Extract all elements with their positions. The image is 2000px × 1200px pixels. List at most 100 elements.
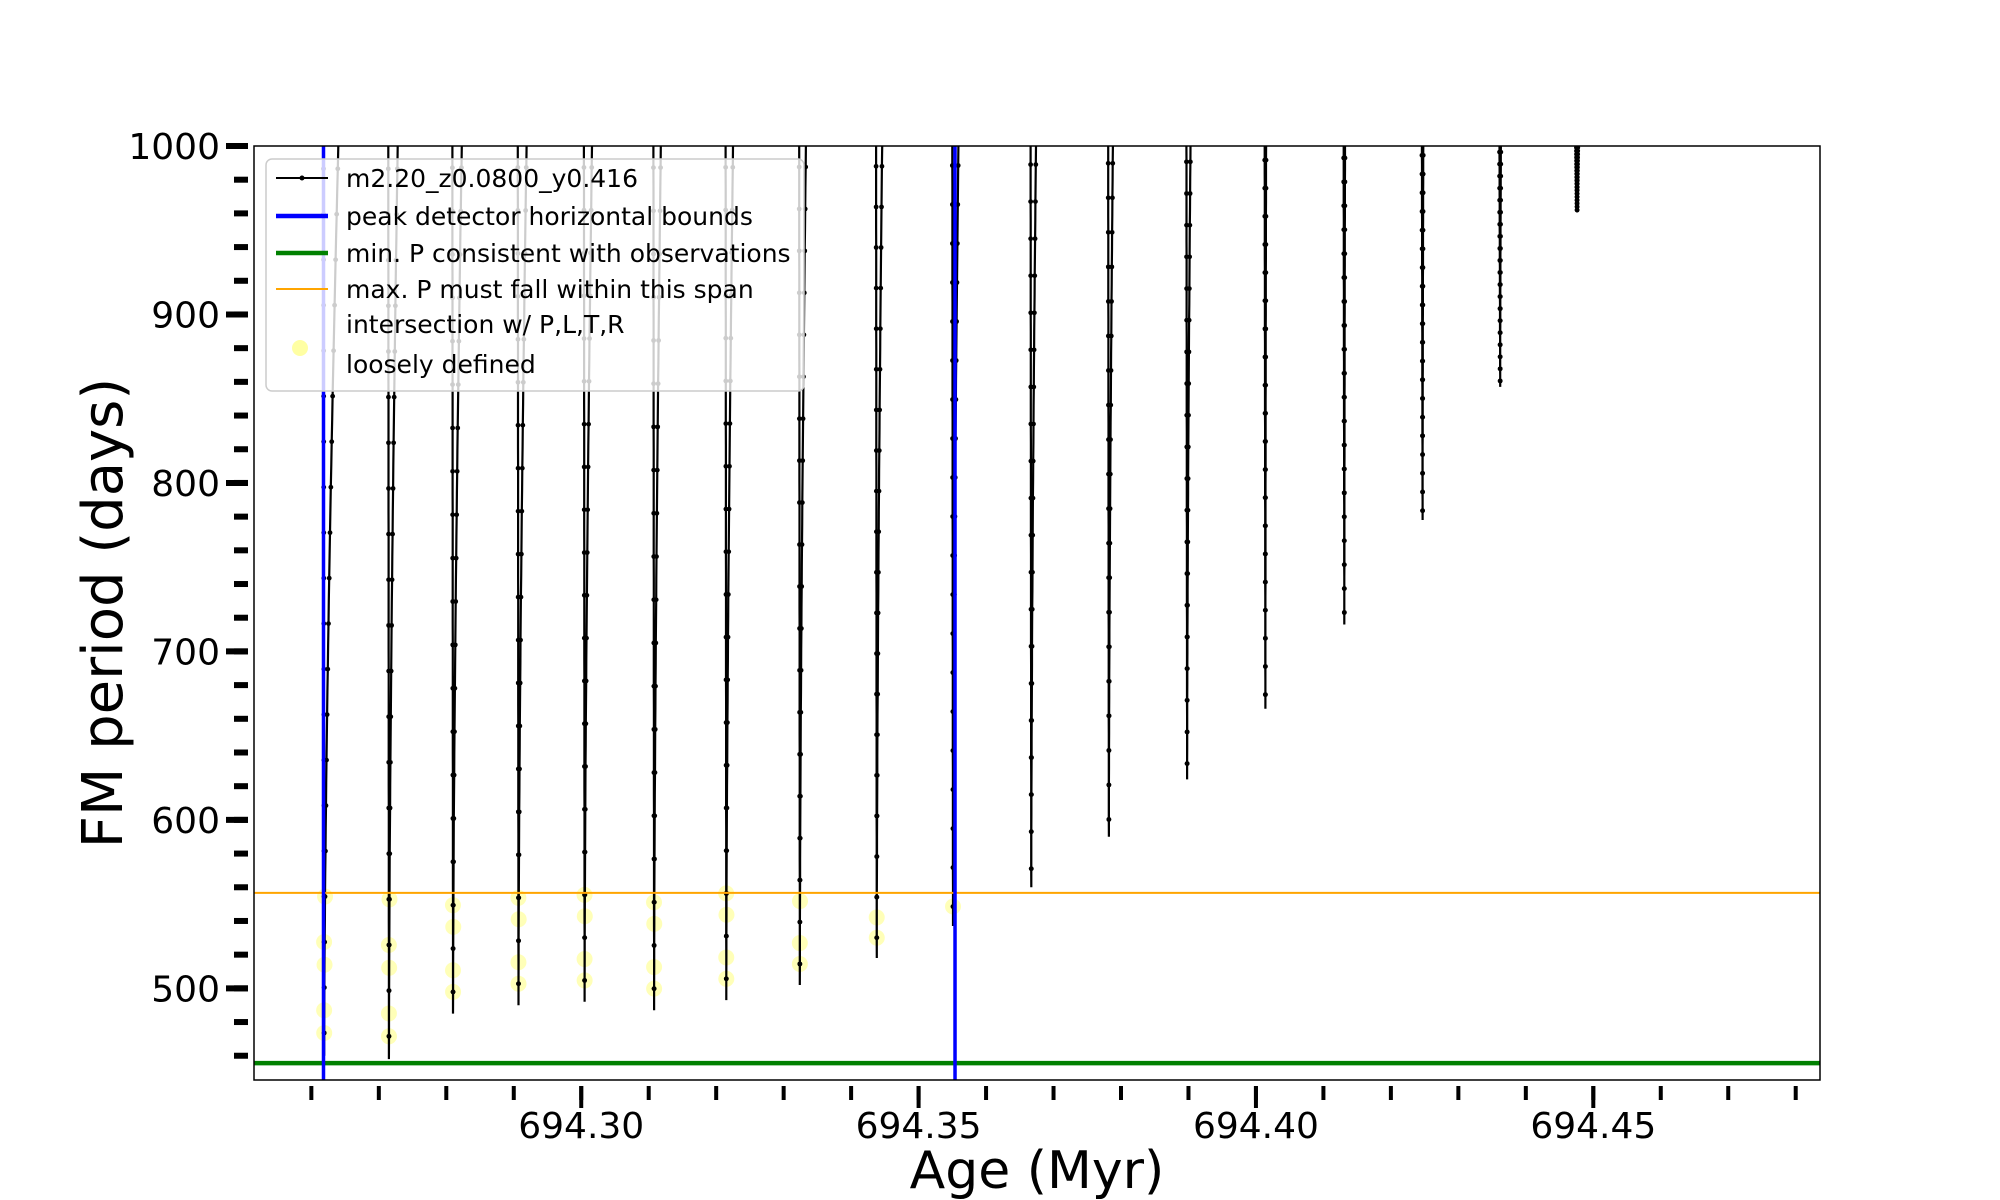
data-point: [450, 946, 456, 951]
data-point: [727, 421, 733, 426]
data-point: [726, 506, 732, 512]
data-point: [651, 467, 657, 473]
data-point: [1184, 729, 1190, 735]
data-point: [1263, 523, 1268, 529]
data-point: [1341, 562, 1347, 568]
data-point: [386, 942, 392, 948]
data-point: [517, 766, 522, 772]
data-point: [874, 813, 880, 819]
data-point: [1497, 270, 1503, 275]
data-point: [879, 163, 885, 169]
data-point: [723, 421, 729, 426]
data-point: [581, 421, 587, 427]
data-point: [804, 76, 809, 81]
data-point: [1108, 368, 1114, 373]
data-point: [1031, 421, 1036, 427]
data-point: [1420, 433, 1426, 439]
y-tick-label: 600: [151, 801, 220, 842]
data-point: [797, 919, 803, 925]
series-spike-7: [724, 146, 735, 1001]
data-point: [452, 685, 458, 691]
data-point: [1497, 330, 1503, 336]
data-point: [1033, 199, 1038, 204]
data-point: [1106, 713, 1112, 719]
data-point: [583, 678, 589, 684]
data-point: [1342, 323, 1348, 328]
data-point: [1185, 602, 1190, 608]
data-point: [337, 76, 342, 81]
data-point: [1184, 222, 1189, 228]
data-point: [515, 422, 521, 428]
data-point: [516, 895, 522, 901]
series-spike-17: [1498, 146, 1503, 387]
data-point: [1498, 221, 1503, 227]
plot-frame: [253, 145, 1821, 1081]
data-point: [1497, 366, 1503, 372]
data-point: [1031, 384, 1037, 390]
data-point: [724, 933, 729, 939]
data-point: [873, 407, 879, 413]
data-point: [1497, 282, 1503, 287]
data-point: [1262, 664, 1268, 669]
data-point: [797, 76, 802, 81]
y-tick-label: 1000: [128, 127, 220, 168]
data-point: [874, 772, 880, 778]
data-point: [1498, 185, 1504, 191]
data-point: [875, 610, 881, 616]
data-point: [1107, 575, 1113, 581]
data-point: [874, 935, 880, 941]
data-point: [723, 76, 728, 81]
data-point: [1498, 258, 1503, 263]
data-point: [651, 424, 657, 430]
data-point: [1029, 718, 1035, 723]
data-point: [873, 326, 879, 332]
data-point: [874, 76, 879, 81]
data-point: [1263, 270, 1269, 276]
legend-label: min. P consistent with observations: [346, 239, 791, 268]
data-point: [1186, 412, 1191, 418]
data-point: [876, 488, 882, 494]
data-point: [1263, 439, 1268, 444]
data-point: [450, 425, 455, 431]
data-point: [723, 976, 729, 982]
data-point: [724, 762, 730, 768]
data-point: [389, 622, 395, 628]
data-point: [525, 76, 530, 81]
data-point: [584, 635, 589, 641]
legend-box: [265, 158, 805, 392]
data-point: [799, 500, 805, 505]
data-point: [875, 691, 881, 697]
data-point: [653, 683, 658, 689]
data-point: [1106, 644, 1112, 650]
data-point: [799, 584, 805, 589]
data-point: [1028, 236, 1034, 242]
data-point: [1186, 381, 1192, 386]
data-point: [582, 76, 587, 81]
series-spike-15: [1342, 146, 1347, 625]
data-point: [1263, 635, 1268, 641]
y-tick-label: 900: [151, 295, 220, 336]
data-point: [1497, 342, 1503, 348]
data-point: [391, 394, 397, 400]
data-point: [1341, 76, 1346, 81]
series-spike-5: [582, 146, 594, 1002]
data-point: [1420, 470, 1426, 476]
data-point: [1186, 317, 1192, 323]
data-point: [390, 531, 395, 537]
data-point: [1184, 191, 1189, 196]
data-point: [1262, 76, 1267, 81]
data-point: [1420, 452, 1426, 457]
data-point: [1029, 606, 1035, 612]
data-point: [1497, 306, 1503, 312]
data-point: [590, 76, 595, 81]
data-point: [1341, 514, 1347, 520]
data-point: [453, 555, 459, 561]
data-point: [875, 651, 881, 656]
data-point: [387, 805, 393, 811]
data-point: [1497, 76, 1502, 81]
data-point: [1186, 286, 1192, 291]
data-point: [1030, 569, 1035, 575]
data-point: [454, 512, 460, 518]
data-point: [1420, 377, 1426, 383]
